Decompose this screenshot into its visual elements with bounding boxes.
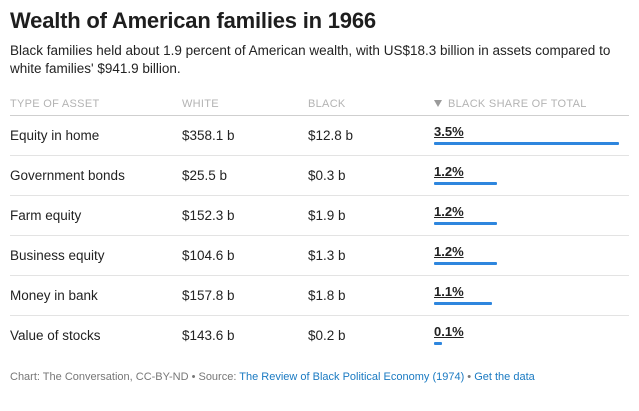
- share-value-label: 0.1%: [434, 323, 464, 339]
- get-data-link[interactable]: Get the data: [474, 371, 535, 383]
- table-row: Government bonds $25.5 b $0.3 b 1.2%: [10, 155, 629, 196]
- share-bar: [434, 301, 492, 305]
- asset-type-cell: Government bonds: [10, 155, 182, 196]
- share-cell: 3.5%: [434, 115, 629, 156]
- white-value-cell: $104.6 b: [182, 235, 308, 276]
- share-cell: 1.2%: [434, 155, 629, 196]
- wealth-table: TYPE OF ASSET WHITE BLACK BLACK SHARE OF…: [10, 97, 629, 355]
- table-header-row: TYPE OF ASSET WHITE BLACK BLACK SHARE OF…: [10, 97, 629, 116]
- table-row: Equity in home $358.1 b $12.8 b 3.5%: [10, 115, 629, 156]
- source-link[interactable]: The Review of Black Political Economy (1…: [239, 371, 465, 383]
- asset-type-cell: Equity in home: [10, 115, 182, 156]
- table-body: Equity in home $358.1 b $12.8 b 3.5% Governm…: [10, 115, 629, 356]
- black-value-cell: $0.3 b: [308, 155, 434, 196]
- share-bar-track: [434, 221, 619, 225]
- share-cell: 1.1%: [434, 275, 629, 316]
- share-bar-track: [434, 181, 619, 185]
- white-value-cell: $25.5 b: [182, 155, 308, 196]
- sort-descending-icon: [434, 100, 442, 107]
- column-header-black[interactable]: BLACK: [308, 97, 434, 116]
- share-cell: 0.1%: [434, 316, 629, 356]
- share-bar: [434, 181, 497, 185]
- white-value-cell: $157.8 b: [182, 275, 308, 316]
- share-bar: [434, 221, 497, 225]
- black-value-cell: $0.2 b: [308, 328, 346, 343]
- page-title: Wealth of American families in 1966: [10, 8, 376, 33]
- column-header-share-label: BLACK SHARE OF TOTAL: [448, 98, 587, 110]
- black-value-cell: $1.8 b: [308, 275, 434, 316]
- footer-credit: Chart: The Conversation, CC-BY-ND • Sour…: [10, 371, 240, 383]
- table-row: Value of stocks $143.6 b $0.2 b 0.1%: [10, 316, 629, 356]
- share-value-label: 1.2%: [434, 163, 464, 179]
- black-value-cell: $1.9 b: [308, 195, 434, 236]
- table-row: Business equity $104.6 b $1.3 b 1.2%: [10, 235, 629, 276]
- share-bar-track: [434, 261, 619, 265]
- share-bar: [434, 341, 442, 345]
- footer-separator: •: [464, 371, 475, 383]
- asset-type-cell: Business equity: [10, 235, 182, 276]
- column-header-type[interactable]: TYPE OF ASSET: [10, 97, 182, 116]
- chart-container: Wealth of American families in 1966 Blac…: [10, 8, 629, 383]
- asset-type-cell: Value of stocks: [10, 328, 101, 343]
- share-bar-track: [434, 341, 619, 345]
- share-cell: 1.2%: [434, 235, 629, 276]
- share-cell: 1.2%: [434, 195, 629, 236]
- share-bar: [434, 261, 497, 265]
- share-bar-track: [434, 141, 619, 145]
- share-value-label: 1.2%: [434, 203, 464, 219]
- footer: Chart: The Conversation, CC-BY-ND • Sour…: [10, 371, 629, 383]
- asset-type-cell: Money in bank: [10, 275, 182, 316]
- white-value-cell: $358.1 b: [182, 115, 308, 156]
- table-row: Money in bank $157.8 b $1.8 b 1.1%: [10, 275, 629, 316]
- column-header-share[interactable]: BLACK SHARE OF TOTAL: [434, 97, 629, 116]
- subtitle: Black families held about 1.9 percent of…: [10, 43, 611, 76]
- white-value-cell: $143.6 b: [182, 328, 235, 343]
- asset-type-cell: Farm equity: [10, 195, 182, 236]
- share-bar: [434, 141, 619, 145]
- black-value-cell: $12.8 b: [308, 115, 434, 156]
- share-bar-track: [434, 301, 619, 305]
- black-value-cell: $1.3 b: [308, 235, 434, 276]
- table-row: Farm equity $152.3 b $1.9 b 1.2%: [10, 195, 629, 236]
- column-header-white[interactable]: WHITE: [182, 97, 308, 116]
- share-value-label: 1.1%: [434, 283, 464, 299]
- white-value-cell: $152.3 b: [182, 195, 308, 236]
- share-value-label: 1.2%: [434, 243, 464, 259]
- share-value-label: 3.5%: [434, 123, 464, 139]
